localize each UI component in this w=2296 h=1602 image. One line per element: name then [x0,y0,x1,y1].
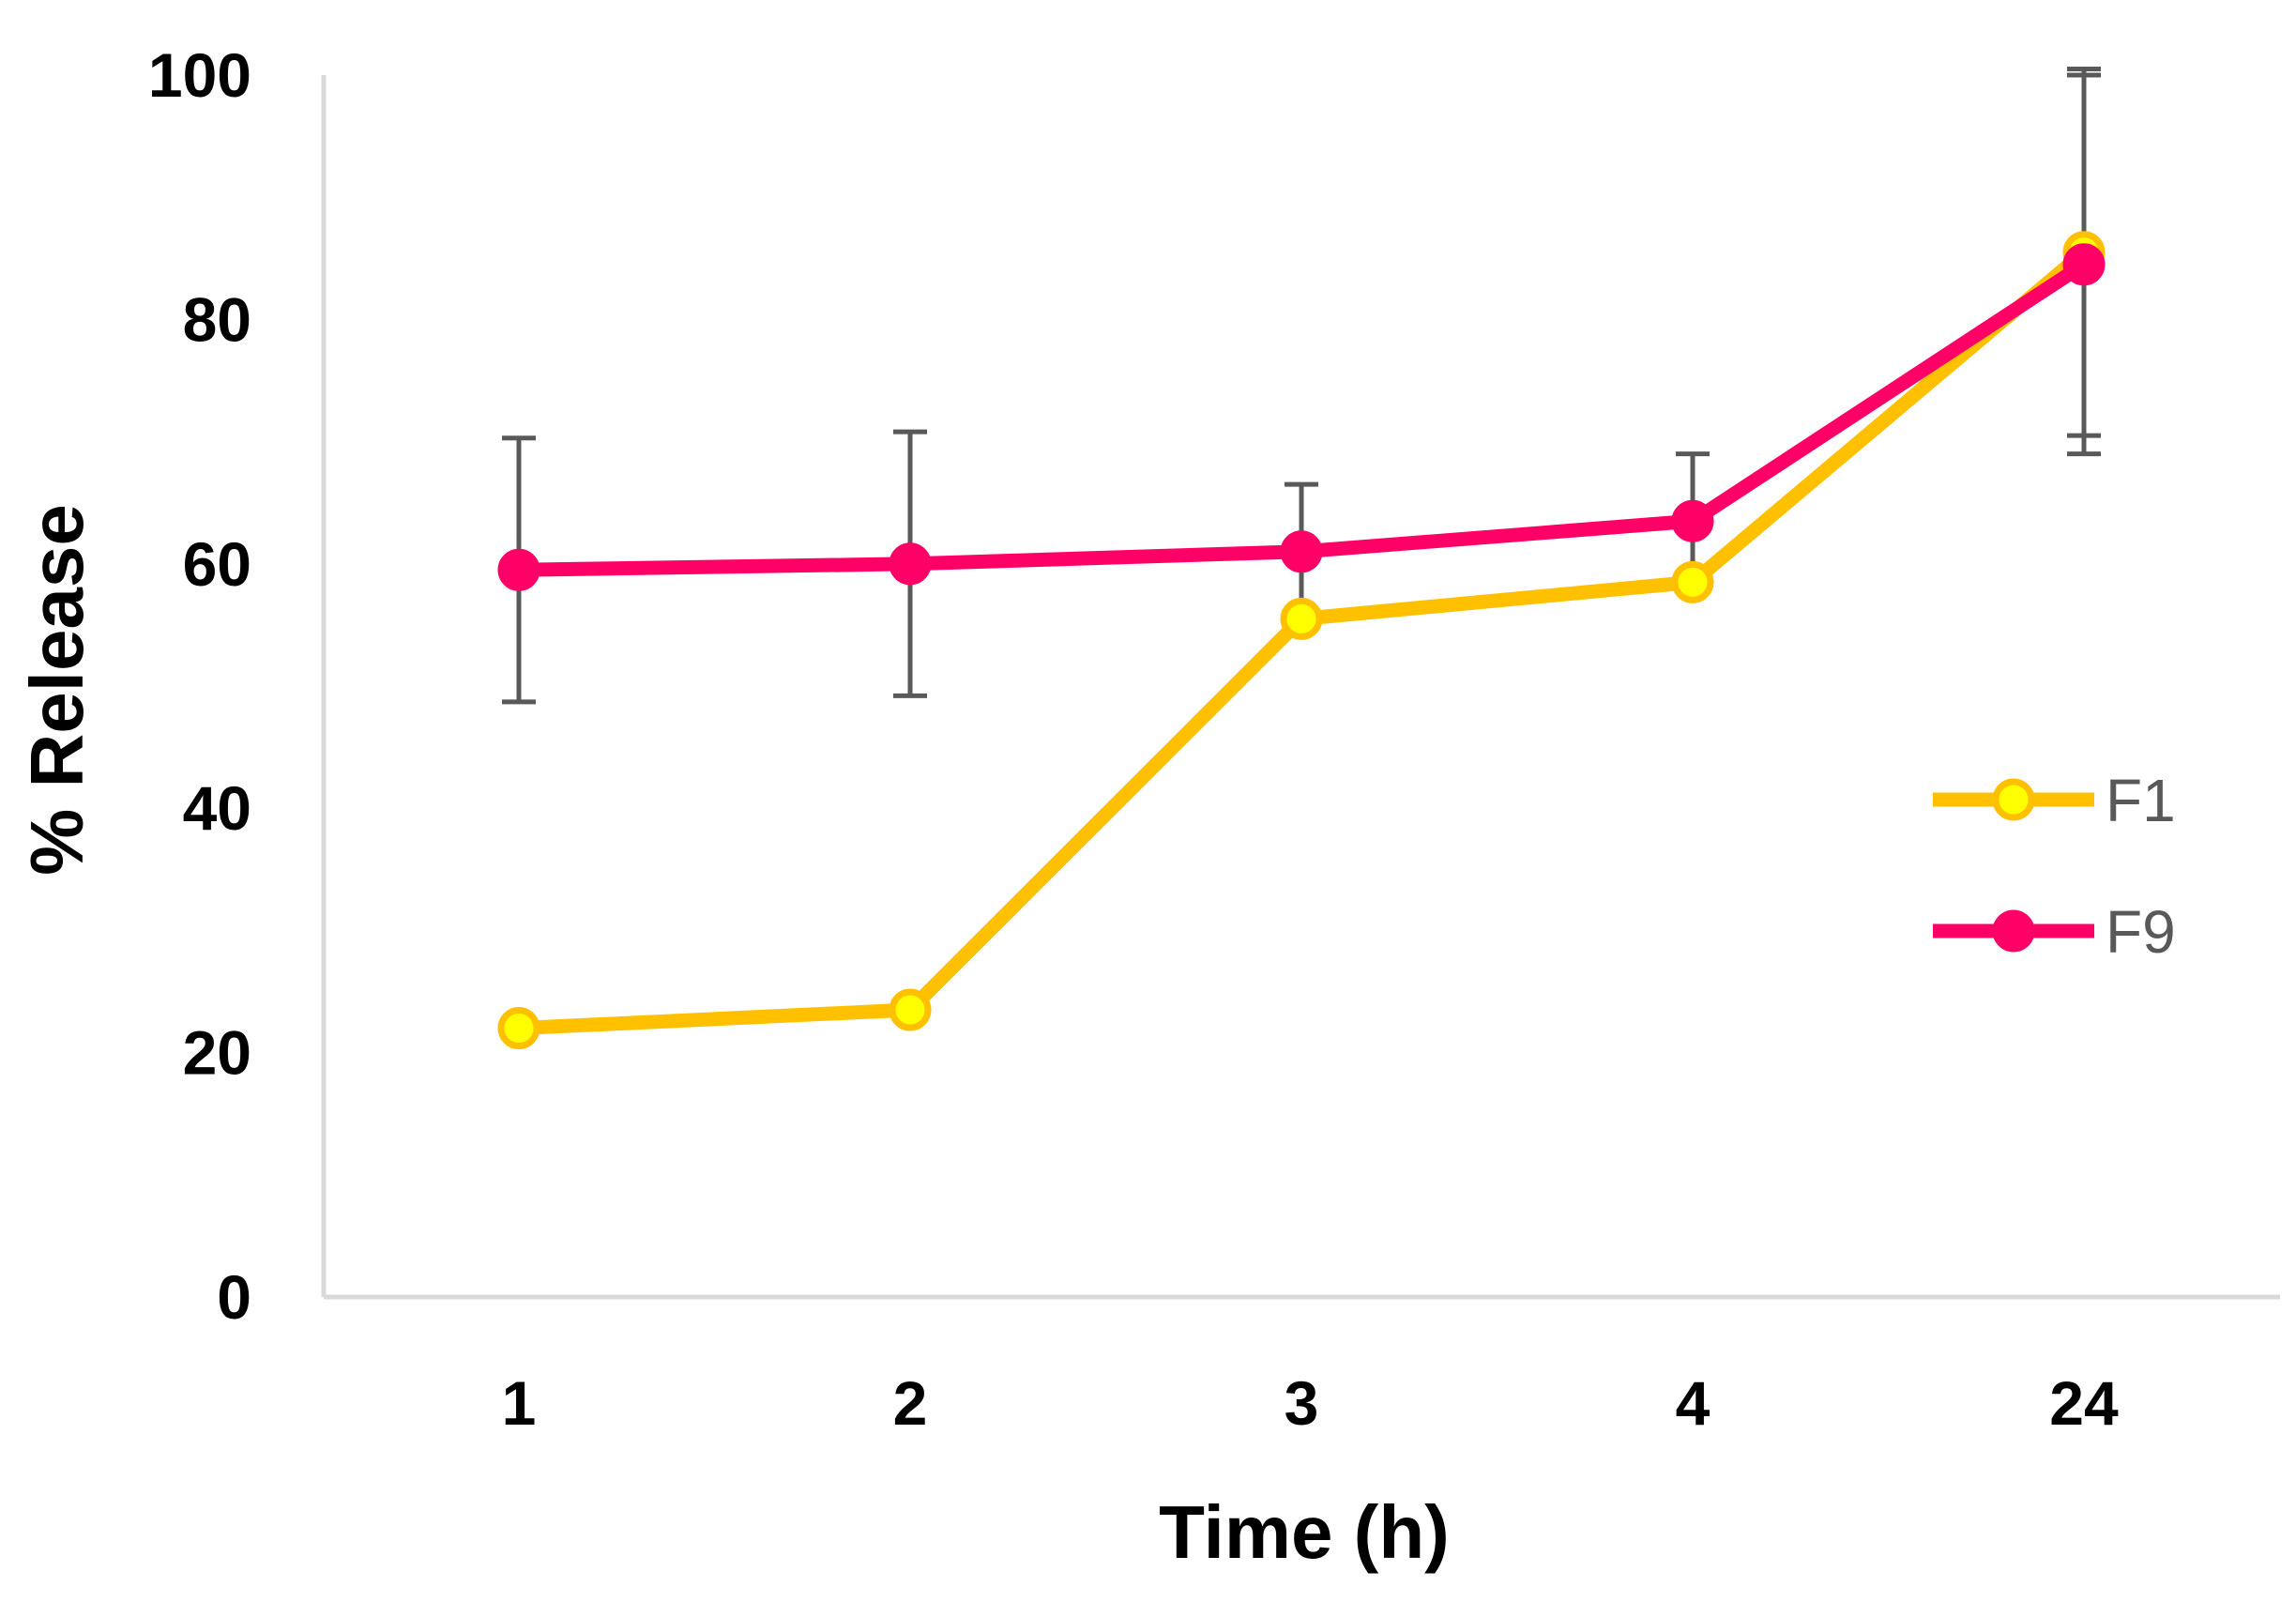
y-axis-title: % Release [15,504,99,876]
data-point-f1 [1671,560,1714,603]
series-lines [497,231,2106,1050]
y-tick-label: 80 [183,284,251,354]
legend-marker-f9 [1992,909,2035,953]
series-f9 [497,243,2106,591]
series-f1 [497,231,2106,1050]
legend-item-f9: F9 [1933,898,2176,966]
axes [321,75,2280,1300]
series-line-f1 [511,245,2091,1036]
x-tick-label: 1 [502,1368,537,1438]
x-tick-label: 2 [893,1368,928,1438]
legend-marker-f1 [1992,778,2035,821]
data-point-f9 [889,542,932,586]
x-tick-label: 3 [1285,1368,1319,1438]
data-point-f1 [889,988,932,1031]
legend-label-f9: F9 [2106,898,2176,966]
legend-label-f1: F1 [2106,767,2176,834]
legend-item-f1: F1 [1933,767,2176,834]
x-axis-title: Time (h) [1159,1490,1450,1574]
data-point-f1 [1280,597,1323,640]
x-tick-label: 24 [2049,1368,2119,1438]
x-tick-labels: 1 2 3 4 24 [502,1368,2119,1438]
y-tick-label: 40 [183,773,251,843]
data-point-f9 [1280,530,1323,573]
legend: F1 F9 [1933,767,2176,966]
y-tick-labels: 0 20 40 60 80 100 [148,40,251,1332]
y-tick-label: 60 [183,529,251,599]
data-point-f1 [497,1007,540,1050]
x-tick-label: 4 [1676,1368,1711,1438]
data-point-f9 [1671,499,1714,542]
y-tick-label: 100 [148,40,251,110]
y-tick-label: 20 [183,1018,251,1088]
data-point-f9 [2062,243,2106,286]
y-tick-label: 0 [217,1262,251,1332]
data-point-f9 [497,548,540,591]
